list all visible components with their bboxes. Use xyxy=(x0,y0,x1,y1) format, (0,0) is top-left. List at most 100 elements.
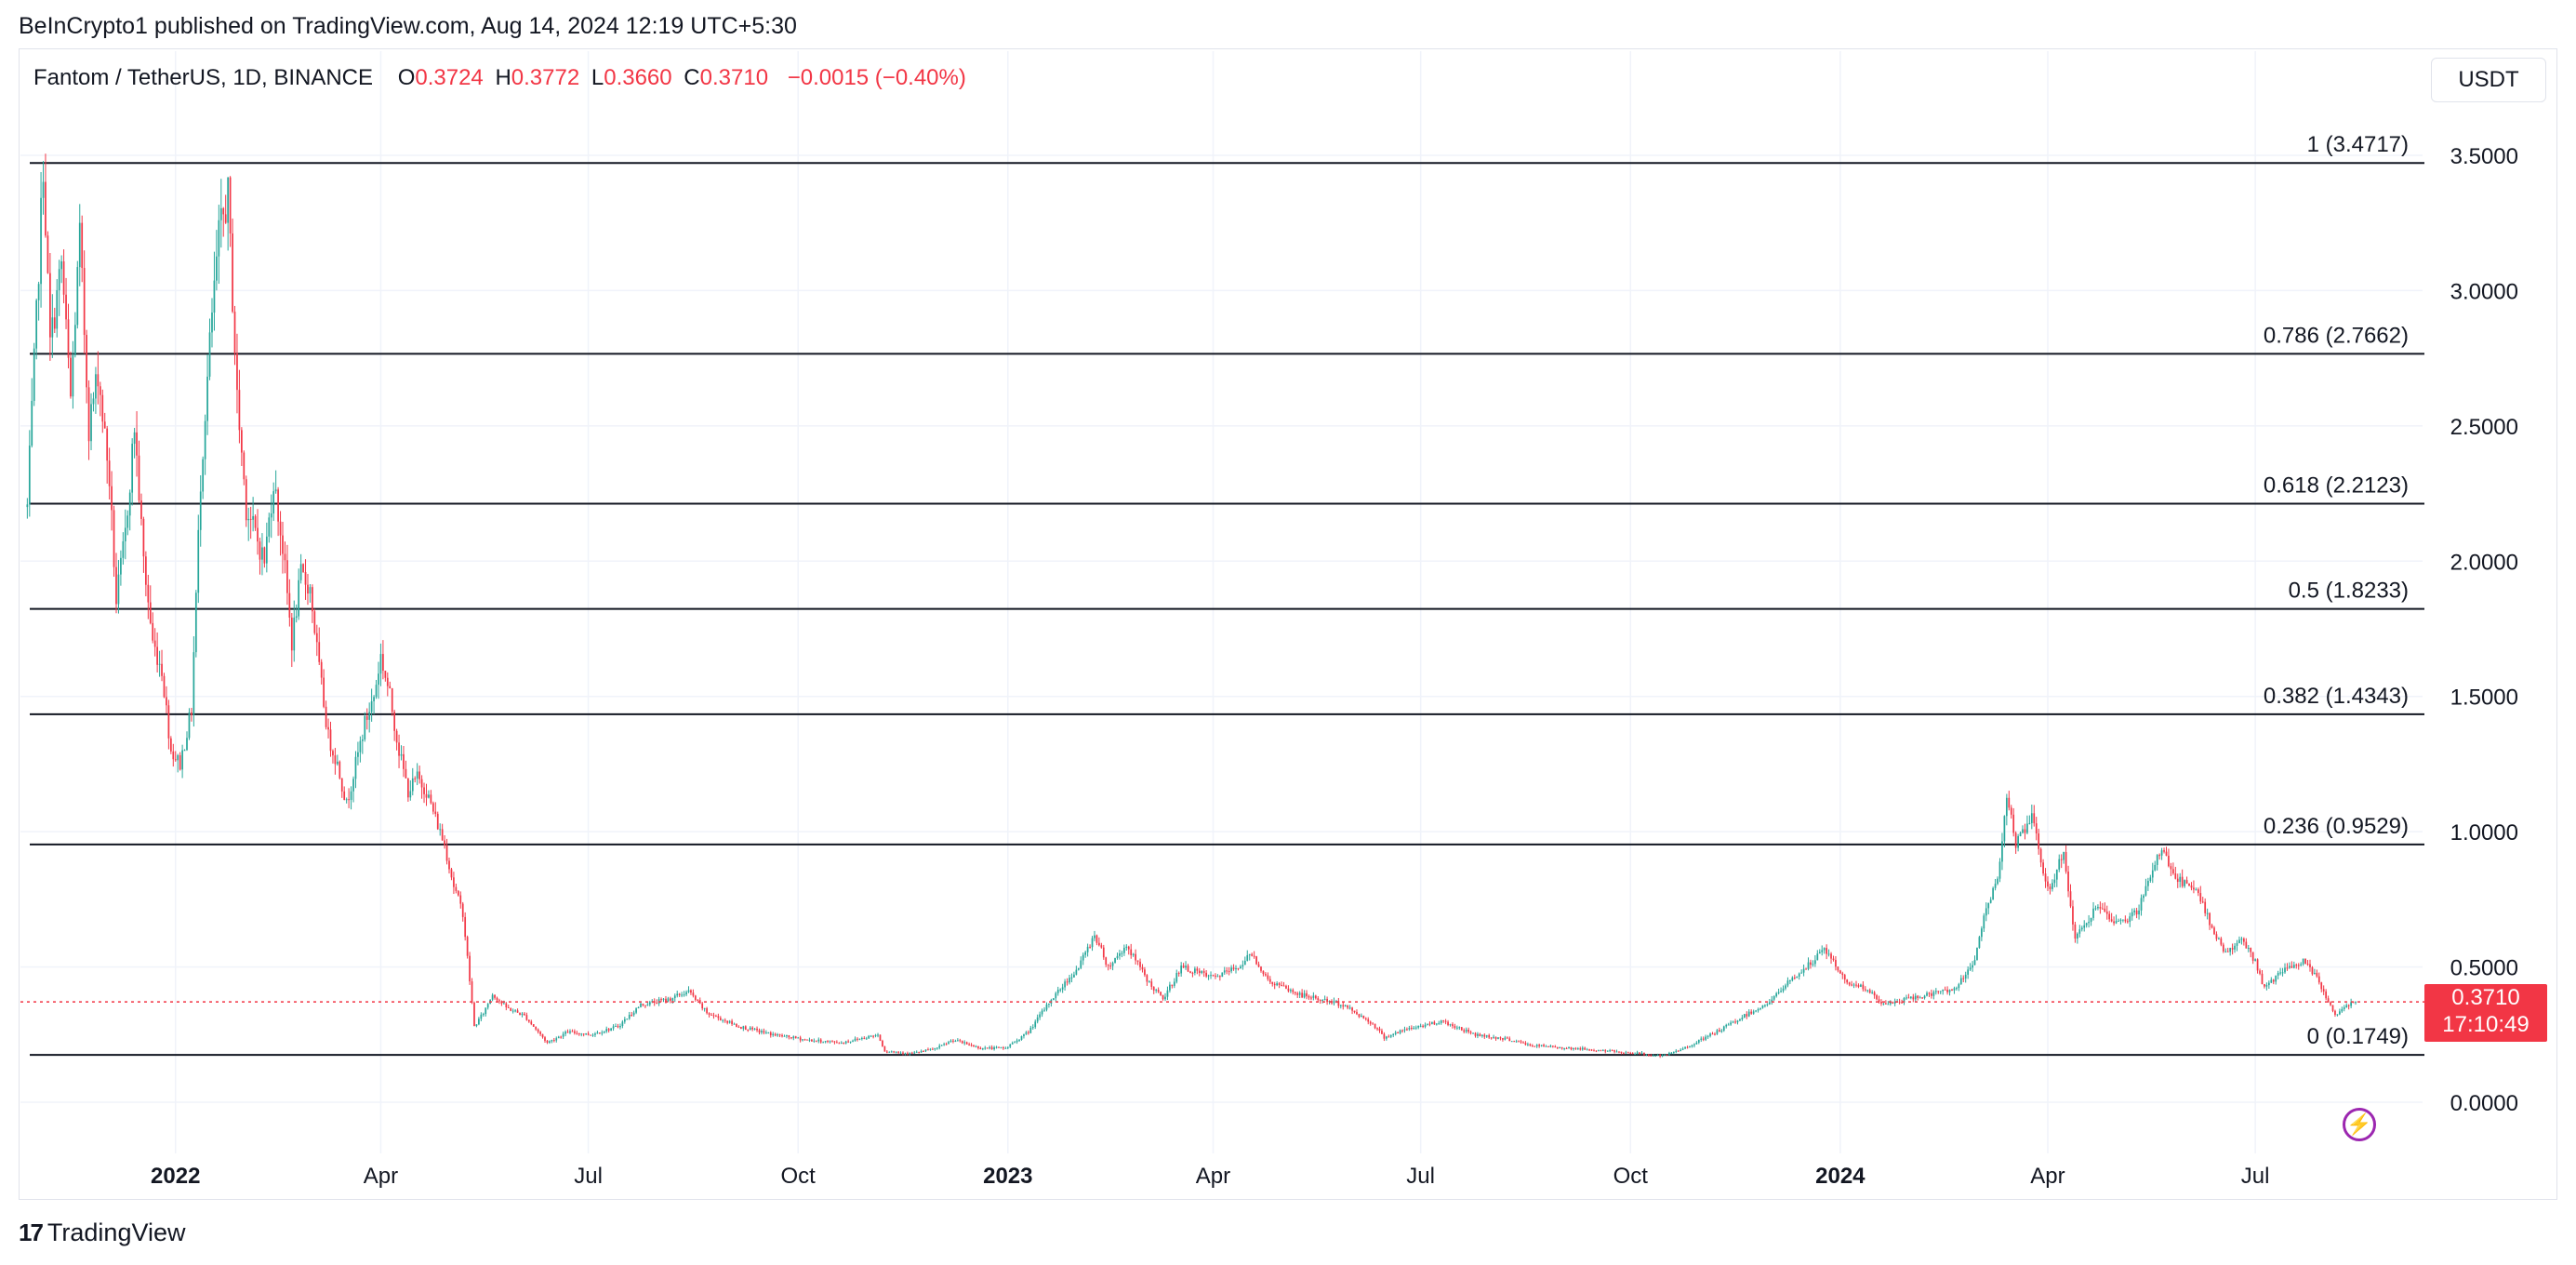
candle-body xyxy=(177,754,179,761)
candle-body xyxy=(193,652,195,715)
candle-body xyxy=(995,1046,998,1048)
candle-body xyxy=(2074,924,2077,939)
candle-body xyxy=(1077,967,1080,970)
candle-body xyxy=(2236,942,2238,946)
candle-body xyxy=(1314,995,1317,999)
candle-body xyxy=(909,1052,911,1055)
candle-body xyxy=(847,1041,849,1043)
candle-body xyxy=(238,390,241,431)
candle-body xyxy=(1447,1021,1449,1025)
candle-body xyxy=(1898,1001,1901,1003)
tradingview-logo[interactable]: 17 TradingView xyxy=(19,1218,186,1247)
candle-body xyxy=(610,1028,612,1031)
candle-body xyxy=(455,886,458,891)
candle-body xyxy=(1198,970,1201,973)
candle-body xyxy=(507,1006,510,1008)
candle-body xyxy=(783,1035,786,1037)
candle-body xyxy=(1627,1052,1629,1054)
candle-body xyxy=(1939,991,1942,992)
candle-body xyxy=(1175,973,1178,982)
candle-body xyxy=(932,1048,934,1050)
candle-body xyxy=(1221,972,1224,978)
candle-body xyxy=(87,387,90,442)
candle-body xyxy=(1912,996,1915,1000)
candle-body xyxy=(407,778,409,798)
candle-body xyxy=(863,1038,866,1040)
candle-body xyxy=(1901,1002,1903,1004)
candle-body xyxy=(1816,953,1819,961)
candle-body xyxy=(1837,966,1839,971)
candle-body xyxy=(1075,969,1078,975)
candle-body xyxy=(569,1031,571,1033)
candle-body xyxy=(2297,965,2300,966)
candle-body xyxy=(1543,1045,1545,1047)
candle-body xyxy=(1116,955,1119,959)
symbol-name[interactable]: Fantom / TetherUS, 1D, BINANCE xyxy=(33,65,374,90)
lightning-bolt-icon[interactable]: ⚡ xyxy=(2343,1108,2376,1141)
candle-body xyxy=(1681,1048,1684,1050)
candle-body xyxy=(2024,829,2026,833)
candle-body xyxy=(2060,859,2063,860)
candle-body xyxy=(2188,883,2190,886)
fibonacci-retracement[interactable]: 1 (3.4717) 0.786 (2.7662) 0.618 (2.2123) 0.… xyxy=(30,132,2424,1057)
candle-body xyxy=(1394,1032,1397,1034)
candle-body xyxy=(28,446,31,505)
candle-body xyxy=(681,994,683,996)
candle-body xyxy=(671,998,674,1001)
candle-body xyxy=(838,1043,841,1045)
candle-body xyxy=(2317,976,2320,983)
candle-body xyxy=(1866,990,1869,992)
candle-body xyxy=(590,1034,591,1036)
candle-body xyxy=(1609,1050,1612,1052)
candle-body xyxy=(498,1000,500,1002)
candle-body xyxy=(582,1033,585,1035)
candle-body xyxy=(945,1044,948,1045)
candle-body xyxy=(1647,1054,1650,1056)
candle-body xyxy=(902,1052,904,1054)
candle-body xyxy=(1212,975,1215,977)
candle-body xyxy=(549,1041,551,1043)
candle-body xyxy=(295,616,298,619)
candle-body xyxy=(1091,938,1094,948)
candle-body xyxy=(2245,941,2248,949)
candle-body xyxy=(325,706,327,727)
candle-body xyxy=(2044,873,2047,882)
candle-body xyxy=(1356,1012,1358,1015)
currency-button[interactable]: USDT xyxy=(2431,58,2546,102)
candle-body xyxy=(728,1020,731,1023)
candle-body xyxy=(885,1051,888,1053)
candle-body xyxy=(552,1040,555,1042)
candle-body xyxy=(1697,1039,1700,1043)
high-label: H xyxy=(495,65,511,90)
candle-body xyxy=(2336,1014,2339,1016)
candle-body xyxy=(2101,908,2104,910)
candle-body xyxy=(2254,959,2256,961)
y-tick-label: 0.5000 xyxy=(2450,956,2518,981)
candle-body xyxy=(676,993,679,996)
candle-body xyxy=(313,611,316,633)
candle-body xyxy=(2094,908,2097,910)
candle-body xyxy=(1759,1007,1761,1009)
candle-body xyxy=(277,489,279,522)
candle-body xyxy=(904,1053,907,1055)
candle-body xyxy=(1082,954,1084,961)
candle-body xyxy=(1003,1047,1004,1049)
candle-body xyxy=(656,1003,658,1005)
candle-body xyxy=(1972,965,1973,968)
candle-body xyxy=(731,1020,733,1025)
candle-body xyxy=(1871,992,1874,993)
candle-body xyxy=(877,1034,879,1036)
candle-body xyxy=(2010,807,2012,815)
candle-body xyxy=(678,993,681,995)
candle-body xyxy=(466,937,469,956)
x-tick-label: Jul xyxy=(1406,1164,1435,1189)
candle-body xyxy=(1440,1019,1442,1023)
candle-body xyxy=(1431,1021,1433,1024)
candle-body xyxy=(949,1040,952,1043)
candle-body xyxy=(31,400,33,446)
candle-body xyxy=(365,715,368,720)
y-tick-label: 3.0000 xyxy=(2450,279,2518,304)
candle-body xyxy=(290,617,293,651)
candle-body xyxy=(562,1033,564,1037)
